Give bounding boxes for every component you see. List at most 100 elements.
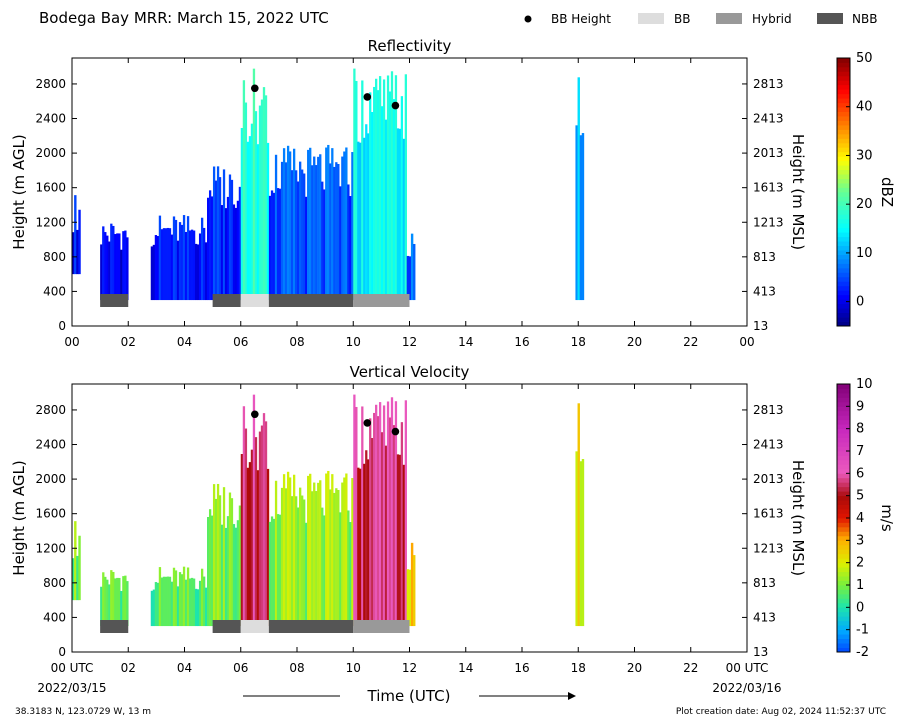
echo-column: [297, 507, 300, 627]
echo-period: [207, 483, 242, 627]
y-tick-label-right: 2813: [753, 403, 784, 417]
colorbar-segment: [837, 250, 850, 255]
y-tick-label: 1200: [35, 215, 66, 229]
colorbar-segment: [837, 93, 850, 99]
echo-column: [337, 164, 340, 301]
colorbar-segment: [837, 446, 850, 452]
colorbar-segment: [837, 89, 850, 95]
colorbar-segment: [837, 111, 850, 117]
x-tick-label: 16: [514, 661, 529, 675]
x-tick-label: 04: [177, 661, 192, 675]
echo-column: [367, 459, 370, 627]
y-tick-label-right: 2413: [753, 112, 784, 126]
y-tick-label: 2800: [35, 77, 66, 91]
echo-column: [170, 581, 174, 627]
echo-column: [260, 425, 264, 627]
echo-column: [386, 401, 390, 627]
echo-column: [118, 233, 121, 301]
y-tick-label-right: 1613: [753, 507, 784, 521]
colorbar-tick-label: 10: [856, 246, 873, 261]
echo-column: [210, 515, 214, 627]
y-tick-label-right: 1213: [753, 541, 784, 555]
echo-column: [345, 473, 348, 627]
echo-column: [297, 181, 300, 301]
colorbar-segment: [837, 504, 850, 510]
echo-column: [256, 144, 260, 301]
echo-column: [398, 454, 402, 627]
echo-column: [186, 567, 190, 627]
colorbar-tick-label: 3: [856, 533, 864, 548]
colorbar-segment: [837, 491, 850, 497]
echo-column: [264, 421, 268, 627]
colorbar-segment: [837, 634, 850, 639]
echo-column: [386, 75, 390, 301]
echo-column: [240, 128, 244, 301]
echo-column: [278, 514, 282, 627]
colorbar-segment: [837, 513, 850, 519]
echo-column: [371, 112, 374, 301]
echo-column: [156, 582, 160, 627]
echo-column: [150, 590, 154, 627]
panel-title: Vertical Velocity: [350, 363, 470, 381]
echo-column: [351, 478, 354, 627]
colorbar-segment: [837, 178, 850, 184]
echo-column: [392, 425, 396, 627]
classification-bar: [240, 620, 269, 633]
echo-column: [384, 445, 388, 627]
colorbar-segment: [837, 518, 850, 523]
colorbar-segment: [837, 553, 850, 559]
echo-column: [305, 196, 308, 301]
colorbar-segment: [837, 214, 850, 220]
colorbar-segment: [837, 638, 850, 644]
echo-column: [192, 578, 196, 627]
echo-column: [311, 491, 314, 627]
y-tick-label-right: 1213: [753, 215, 784, 229]
x-tick-label: 08: [289, 335, 304, 349]
echo-column: [378, 402, 382, 627]
echo-column: [382, 405, 386, 627]
echo-column: [168, 228, 172, 301]
colorbar-segment: [837, 317, 850, 322]
echo-column: [176, 586, 180, 627]
echo-column: [182, 215, 186, 301]
echo-column: [184, 231, 188, 301]
echo-column: [158, 567, 162, 627]
echo-column: [315, 491, 318, 627]
colorbar-segment: [837, 232, 850, 238]
x-tick-label: 14: [458, 661, 473, 675]
colorbar-segment: [837, 107, 850, 112]
echo-column: [222, 169, 226, 301]
echo-column: [353, 394, 356, 627]
echo-column: [188, 230, 192, 301]
colorbar-segment: [837, 241, 850, 246]
echo-column: [288, 477, 292, 627]
echo-column: [170, 234, 174, 301]
echo-column: [343, 151, 346, 301]
echo-column: [282, 148, 286, 301]
colorbar-segment: [837, 522, 850, 528]
colorbar-segment: [837, 620, 850, 626]
colorbar-segment: [837, 571, 850, 577]
echo-column: [232, 524, 236, 627]
echo-column: [284, 162, 288, 301]
echo-column: [363, 137, 366, 301]
echo-column: [331, 148, 334, 301]
colorbar-segment: [837, 482, 850, 488]
echo-column: [252, 68, 256, 301]
echo-column: [154, 235, 158, 301]
time-arrow-head-icon: [568, 692, 576, 700]
colorbar-segment: [837, 585, 850, 590]
x-tick-label: 00 UTC: [51, 661, 94, 675]
echo-column: [309, 147, 312, 301]
colorbar-segment: [837, 392, 850, 398]
legend-nbb-swatch: [817, 13, 843, 24]
echo-column: [290, 496, 294, 627]
echo-column: [238, 186, 242, 301]
echo-column: [282, 474, 286, 627]
echo-column: [194, 588, 198, 627]
colorbar-segment: [837, 276, 850, 282]
colorbar-segment: [837, 218, 850, 224]
classification-bar: [268, 294, 354, 307]
echo-column: [228, 174, 232, 301]
